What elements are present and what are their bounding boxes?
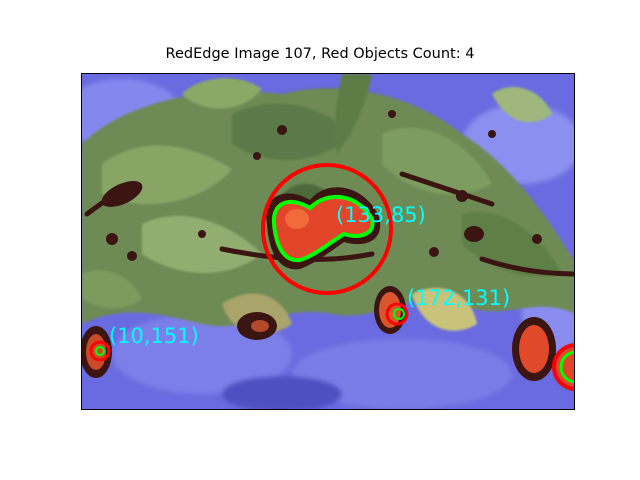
redge-image-panel: (133,85) (172,131) (10,151) (81, 73, 575, 410)
detection-circle-4 (552, 343, 574, 391)
red-fruit-cluster (266, 187, 381, 270)
red-fruit-small-right (374, 286, 406, 334)
detection-circle-3 (89, 340, 111, 362)
detection-contour-4 (559, 350, 574, 384)
detection-contour-2 (393, 308, 405, 320)
dark-spots (106, 110, 542, 261)
detection-contour-3 (95, 346, 105, 356)
detection-label-2: (172,131) (407, 286, 510, 310)
detection-label-1: (133,85) (336, 203, 426, 227)
dark-blob-highlights (251, 320, 269, 332)
contour-outline (271, 194, 375, 263)
segmented-image: (133,85) (172,131) (10,151) (82, 74, 574, 409)
detection-circle-1 (261, 163, 393, 295)
detection-label-3: (10,151) (109, 324, 199, 348)
detection-circle-2 (385, 302, 409, 326)
figure-title: RedEdge Image 107, Red Objects Count: 4 (165, 46, 475, 62)
red-fruit-right-edge (512, 317, 574, 387)
